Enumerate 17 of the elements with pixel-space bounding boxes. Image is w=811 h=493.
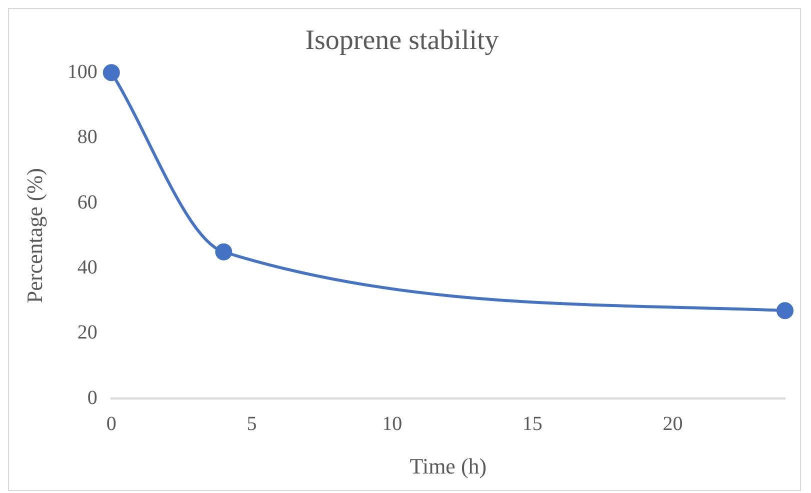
x-tick-label: 10 xyxy=(382,412,402,435)
y-tick-label: 40 xyxy=(77,256,98,278)
y-tick-label: 0 xyxy=(87,386,98,409)
y-tick-label: 100 xyxy=(67,60,98,83)
x-axis-title: Time (h) xyxy=(410,454,487,479)
point xyxy=(776,302,794,320)
y-axis-title: Percentage (%) xyxy=(22,168,47,304)
point xyxy=(215,243,232,260)
y-tick-label: 80 xyxy=(77,126,98,148)
chart-title: Isoprene stability xyxy=(305,25,499,56)
x-tick-label: 20 xyxy=(662,412,683,435)
x-tick-label: 0 xyxy=(106,412,116,435)
x-tick-label: 15 xyxy=(522,412,542,435)
y-tick-label: 20 xyxy=(77,322,98,344)
x-tick-label: 5 xyxy=(246,412,257,435)
y-tick-label: 60 xyxy=(77,191,98,214)
point xyxy=(102,64,120,82)
